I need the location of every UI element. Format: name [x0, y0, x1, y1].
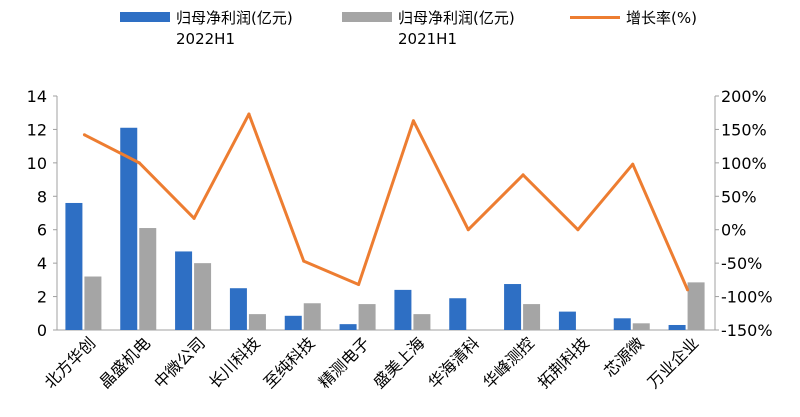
- legend-swatch-growth: [570, 16, 620, 19]
- growth-point: [357, 283, 361, 287]
- growth-point: [576, 228, 580, 232]
- left-tick-label: 0: [37, 321, 47, 340]
- category-label: 拓荆科技: [534, 333, 593, 392]
- left-tick-label: 4: [37, 254, 47, 273]
- growth-line: [83, 112, 689, 291]
- right-tick-label: 0%: [721, 221, 746, 240]
- right-tick-label: 150%: [721, 120, 767, 139]
- growth-point: [137, 161, 141, 165]
- legend-swatch-2022h1: [120, 12, 170, 22]
- category-label: 芯源微: [600, 333, 647, 380]
- left-tick-label: 8: [37, 187, 47, 206]
- bar-2021h1: [523, 304, 541, 330]
- bar-2022h1: [229, 288, 247, 330]
- left-tick-label: 6: [37, 221, 47, 240]
- right-tick-label: 200%: [721, 87, 767, 106]
- bar-2022h1: [668, 324, 686, 330]
- bar-2021h1: [194, 263, 212, 330]
- bar-2021h1: [139, 228, 157, 330]
- bar-2022h1: [339, 324, 357, 330]
- left-tick-label: 10: [27, 154, 47, 173]
- bar-2021h1: [84, 276, 102, 330]
- left-tick-label: 14: [27, 87, 47, 106]
- bar-2022h1: [284, 315, 302, 330]
- growth-point: [82, 133, 86, 137]
- bar-2021h1: [687, 282, 705, 330]
- bar-2022h1: [175, 251, 193, 330]
- bar-2022h1: [65, 202, 83, 330]
- growth-point: [302, 259, 306, 263]
- growth-point: [466, 228, 470, 232]
- bar-2021h1: [248, 314, 266, 330]
- right-tick-label: 100%: [721, 154, 767, 173]
- growth-point: [411, 119, 415, 123]
- right-tick-label: -100%: [721, 288, 773, 307]
- category-label: 华海清科: [424, 333, 483, 392]
- right-tick-label: 50%: [721, 187, 757, 206]
- legend-2022h1: 归母净利润(亿元) 2022H1: [176, 9, 293, 48]
- bar-2021h1: [632, 323, 650, 330]
- category-label: 万业企业: [644, 333, 703, 392]
- bar-2021h1: [303, 303, 321, 330]
- bar-2022h1: [394, 289, 412, 330]
- category-label: 盛美上海: [370, 333, 429, 392]
- bar-2022h1: [558, 311, 576, 330]
- right-tick-label: -150%: [721, 321, 773, 340]
- left-tick-label: 2: [37, 288, 47, 307]
- growth-point: [521, 173, 525, 177]
- left-tick-label: 12: [27, 120, 47, 139]
- category-label: 精测电子: [315, 333, 374, 392]
- growth-point: [247, 112, 251, 116]
- growth-point: [192, 216, 196, 220]
- category-label: 中微公司: [150, 333, 209, 392]
- bar-2021h1: [413, 314, 431, 330]
- bar-2022h1: [120, 127, 138, 330]
- bar-2022h1: [504, 284, 522, 330]
- bar-2022h1: [613, 318, 631, 330]
- category-label: 华峰测控: [479, 333, 538, 392]
- category-label: 长川科技: [205, 333, 264, 392]
- category-label: 晶盛机电: [95, 333, 154, 392]
- growth-point: [631, 162, 635, 166]
- growth-point: [686, 288, 690, 292]
- category-label: 至纯科技: [260, 333, 319, 392]
- right-tick-label: -50%: [721, 254, 762, 273]
- legend-2021h1: 归母净利润(亿元) 2021H1: [398, 9, 515, 48]
- bar-2022h1: [449, 298, 467, 330]
- legend-growth: 增长率(%): [626, 9, 697, 27]
- bar-2021h1: [358, 304, 376, 330]
- category-label: 北方华创: [41, 333, 100, 392]
- legend-swatch-2021h1: [342, 12, 392, 22]
